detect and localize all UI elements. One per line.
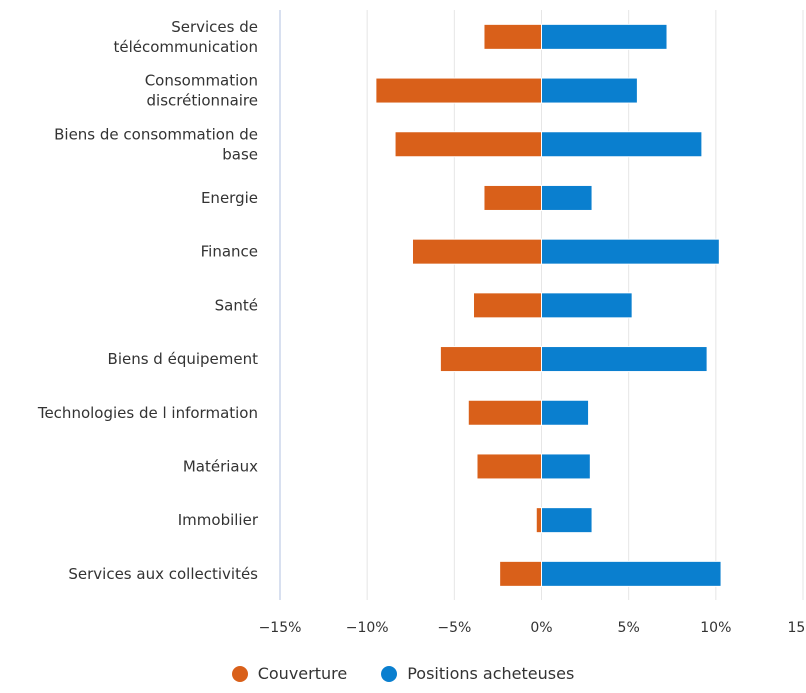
bar[interactable] — [541, 292, 633, 319]
x-tick-label: 15% — [787, 620, 806, 636]
bar[interactable] — [499, 560, 543, 587]
bar[interactable] — [541, 507, 593, 534]
bar[interactable] — [541, 77, 638, 104]
legend-label-positions-acheteuses: Positions acheteuses — [407, 664, 575, 683]
bar[interactable] — [541, 399, 590, 426]
category-label: Energie — [201, 189, 258, 207]
category-label: Immobilier — [178, 511, 259, 529]
category-label: Technologies de l information — [37, 404, 258, 422]
x-axis-tick-labels: −15% −10% −5% 0% 5% 10% 15% — [259, 620, 806, 636]
legend: Couverture Positions acheteuses — [0, 664, 806, 683]
bar[interactable] — [541, 560, 722, 587]
bar[interactable] — [483, 23, 542, 50]
bar[interactable] — [394, 131, 542, 158]
category-label: Services de télécommunication — [113, 18, 258, 56]
legend-item-positions-acheteuses[interactable]: Positions acheteuses — [381, 664, 574, 683]
bar[interactable] — [473, 292, 543, 319]
category-label: Matériaux — [183, 457, 258, 475]
category-labels: Services de télécommunication Consommation… — [37, 18, 259, 583]
bar[interactable] — [541, 23, 668, 50]
bar[interactable] — [375, 77, 542, 104]
bar[interactable] — [467, 399, 542, 426]
bars — [375, 23, 722, 587]
category-label: Santé — [215, 296, 258, 314]
bar[interactable] — [541, 346, 708, 373]
x-tick-label: 0% — [530, 620, 552, 636]
legend-marker-couverture — [231, 665, 248, 682]
bar[interactable] — [541, 184, 593, 211]
x-tick-label: −10% — [346, 620, 389, 636]
bar[interactable] — [476, 453, 543, 480]
legend-marker-positions-acheteuses — [381, 665, 398, 682]
bar[interactable] — [541, 238, 720, 265]
category-label: Finance — [201, 243, 258, 261]
bar[interactable] — [535, 507, 543, 534]
legend-item-couverture[interactable]: Couverture — [231, 664, 348, 683]
bar[interactable] — [411, 238, 543, 265]
x-tick-label: −5% — [437, 620, 471, 636]
x-tick-label: 5% — [618, 620, 640, 636]
category-label: Consommation discrétionnaire — [145, 72, 258, 110]
legend-label-couverture: Couverture — [257, 664, 348, 683]
bar[interactable] — [483, 184, 542, 211]
x-tick-label: 10% — [700, 620, 731, 636]
bar[interactable] — [541, 131, 703, 158]
category-label: Biens d équipement — [108, 350, 259, 368]
category-label: Biens de consommation de base — [54, 125, 258, 163]
category-label: Services aux collectivités — [68, 565, 258, 583]
x-tick-label: −15% — [259, 620, 302, 636]
bar[interactable] — [541, 453, 591, 480]
bar[interactable] — [439, 346, 542, 373]
